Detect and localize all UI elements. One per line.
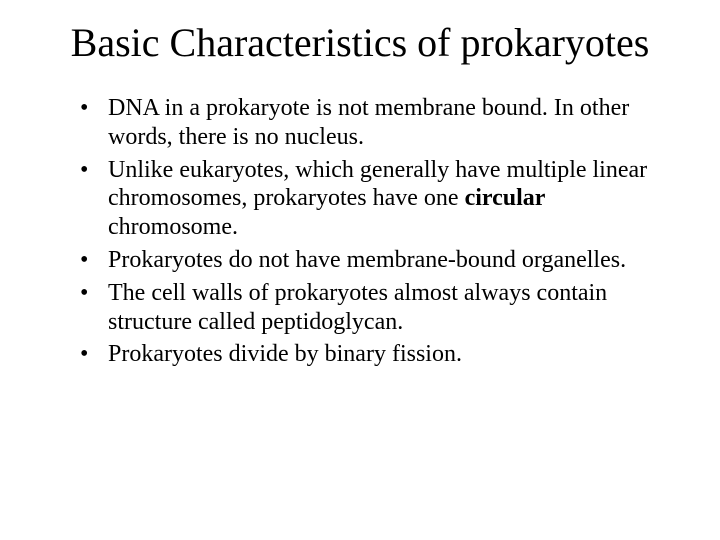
list-item: Prokaryotes do not have membrane-bound o…: [80, 246, 660, 275]
list-item: Unlike eukaryotes, which generally have …: [80, 156, 660, 242]
bullet-text: chromosome.: [108, 214, 238, 240]
list-item: The cell walls of prokaryotes almost alw…: [80, 279, 660, 337]
bullet-text-bold: circular: [465, 185, 546, 211]
bullet-text: The cell walls of prokaryotes almost alw…: [108, 280, 607, 335]
bullet-text: Prokaryotes divide by binary fission.: [108, 341, 462, 367]
bullet-text: DNA in a prokaryote is not membrane boun…: [108, 95, 629, 150]
bullet-text: Prokaryotes do not have membrane-bound o…: [108, 247, 626, 273]
list-item: DNA in a prokaryote is not membrane boun…: [80, 94, 660, 152]
list-item: Prokaryotes divide by binary fission.: [80, 340, 660, 369]
slide-title: Basic Characteristics of prokaryotes: [60, 20, 660, 66]
slide: Basic Characteristics of prokaryotes DNA…: [0, 0, 720, 540]
bullet-text: Unlike eukaryotes, which generally have …: [108, 157, 647, 212]
bullet-list: DNA in a prokaryote is not membrane boun…: [80, 94, 660, 369]
